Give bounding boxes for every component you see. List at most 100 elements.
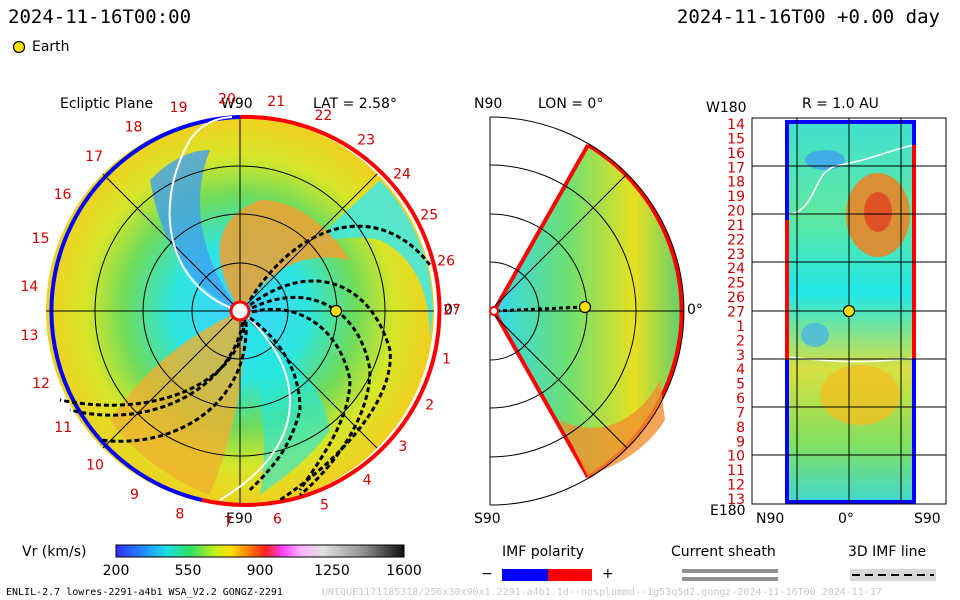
carrington-tick-14: 14: [20, 279, 38, 295]
sphere-plot: 1415161718192021222324252627123456789101…: [727, 117, 947, 508]
sphere-y-tick-15: 15: [727, 131, 745, 147]
sphere-n90: N90: [756, 511, 785, 527]
carrington-tick-24: 24: [393, 166, 411, 182]
carrington-tick-25: 25: [420, 207, 438, 223]
meridional-n90: N90: [474, 96, 503, 112]
meridional-plot: [489, 116, 685, 506]
current-sheath-swatch-2: [682, 577, 778, 581]
colorbar-label: Vr (km/s): [22, 544, 87, 560]
carrington-tick-7: 7: [224, 515, 233, 531]
carrington-tick-18: 18: [125, 120, 143, 136]
sphere-y-tick-1: 1: [736, 319, 745, 335]
sphere-y-tick-3: 3: [736, 348, 745, 364]
current-sheath-swatch-1: [682, 569, 778, 573]
sphere-y-tick-7: 7: [736, 406, 745, 422]
carrington-tick-22: 22: [314, 108, 332, 124]
meridional-sun: [489, 306, 499, 316]
ecliptic-rim-negative: [49, 115, 241, 502]
imf-plus: +: [602, 566, 614, 582]
meridional-s90: S90: [474, 511, 501, 527]
earth-legend-marker: [12, 40, 26, 54]
datetime-left: 2024-11-16T00:00: [8, 6, 192, 28]
sphere-y-tick-8: 8: [736, 420, 745, 436]
colorbar-tick-1250: 1250: [314, 563, 350, 579]
imf-line-label: 3D IMF line: [848, 544, 927, 560]
run-id: UNIQUE1171185318/256x30x90x1.2291-a4b1.1…: [322, 587, 882, 598]
sphere-grid: [751, 117, 947, 505]
carrington-tick-1: 1: [442, 351, 451, 367]
model-info: ENLIL-2.7 lowres-2291-a4b1 WSA_V2.2 GONG…: [6, 587, 283, 598]
carrington-tick-6: 6: [273, 512, 282, 528]
sphere-y-tick-16: 16: [727, 146, 745, 162]
carrington-tick-21: 21: [267, 94, 285, 110]
ecliptic-fast-stream: [240, 180, 433, 340]
carrington-tick-4: 4: [363, 473, 372, 489]
sphere-y-tick-6: 6: [736, 391, 745, 407]
sphere-y-tick-23: 23: [727, 247, 745, 263]
sun-marker: [229, 300, 251, 322]
carrington-tick-3: 3: [398, 439, 407, 455]
ecliptic-orange-arc: [219, 200, 350, 311]
sphere-tick-labels: 1415161718192021222324252627123456789101…: [727, 117, 745, 508]
sphere-r: R = 1.0 AU: [802, 96, 879, 112]
meridional-orange-region: [560, 380, 665, 477]
ecliptic-lat: LAT = 2.58°: [313, 96, 397, 112]
carrington-tick-16: 16: [54, 187, 72, 203]
sphere-current-sheath-2: [786, 356, 915, 363]
datetime-right: 2024-11-16T00 +0.00 day: [676, 6, 940, 28]
carrington-tick-19: 19: [170, 100, 188, 116]
carrington-tick-2: 2: [425, 398, 434, 414]
carrington-tick-15: 15: [32, 231, 50, 247]
carrington-tick-13: 13: [21, 328, 39, 344]
carrington-tick-17: 17: [85, 149, 103, 165]
colorbar-tick-200: 200: [103, 563, 130, 579]
meridional-lon: LON = 0°: [538, 96, 604, 112]
carrington-tick-5: 5: [320, 497, 329, 513]
colorbar-tick-labels: 200 550 900 1250 1600: [103, 563, 422, 579]
sphere-y-tick-21: 21: [727, 218, 745, 234]
earth-marker-meridional: [578, 300, 592, 314]
ecliptic-e90: E90: [226, 511, 253, 527]
sphere-y-tick-20: 20: [727, 204, 745, 220]
colorbar: [115, 544, 405, 558]
sphere-y-tick-13: 13: [727, 492, 745, 508]
current-sheath-label: Current sheath: [671, 544, 776, 560]
sphere-y-tick-9: 9: [736, 434, 745, 450]
ecliptic-title: Ecliptic Plane: [60, 96, 154, 112]
carrington-tick-11: 11: [54, 420, 72, 436]
colorbar-tick-900: 900: [247, 563, 274, 579]
carrington-tick-27: 27: [443, 302, 461, 318]
current-sheath-1: [168, 116, 241, 312]
sphere-y-tick-10: 10: [727, 449, 745, 465]
sphere-w180: W180: [706, 100, 747, 116]
carrington-tick-labels: 20 21222324252627123456789101112131415161…: [20, 91, 460, 530]
imf-minus: −: [481, 566, 493, 582]
ecliptic-cyan-region: [240, 311, 330, 495]
imf-lines: [59, 224, 432, 502]
sphere-y-tick-18: 18: [727, 175, 745, 191]
sphere-y-tick-26: 26: [727, 290, 745, 306]
sphere-y-tick-14: 14: [727, 117, 745, 133]
ecliptic-plot: 20 21222324252627123456789101112131415161…: [20, 91, 460, 530]
ecliptic-rim-positive: [201, 114, 442, 507]
carrington-tick-26: 26: [437, 254, 455, 270]
carrington-tick-12: 12: [32, 376, 50, 392]
carrington-tick-9: 9: [130, 487, 139, 503]
sphere-y-tick-17: 17: [727, 160, 745, 176]
imf-polarity-negative: [502, 569, 548, 581]
carrington-tick-8: 8: [175, 506, 184, 522]
sphere-y-tick-19: 19: [727, 189, 745, 205]
colorbar-tick-550: 550: [175, 563, 202, 579]
meridional-zero: 0°: [687, 302, 703, 318]
sphere-s90: S90: [914, 511, 941, 527]
sphere-y-tick-22: 22: [727, 232, 745, 248]
earth-marker-sphere: [842, 304, 856, 318]
sphere-y-tick-2: 2: [736, 333, 745, 349]
sphere-y-tick-12: 12: [727, 478, 745, 494]
imf-polarity-positive: [548, 569, 592, 581]
imf-polarity-label: IMF polarity: [502, 544, 585, 560]
sphere-e180: E180: [710, 503, 746, 519]
sphere-current-sheath-1: [786, 144, 915, 216]
carrington-tick-20: 20: [218, 91, 236, 107]
